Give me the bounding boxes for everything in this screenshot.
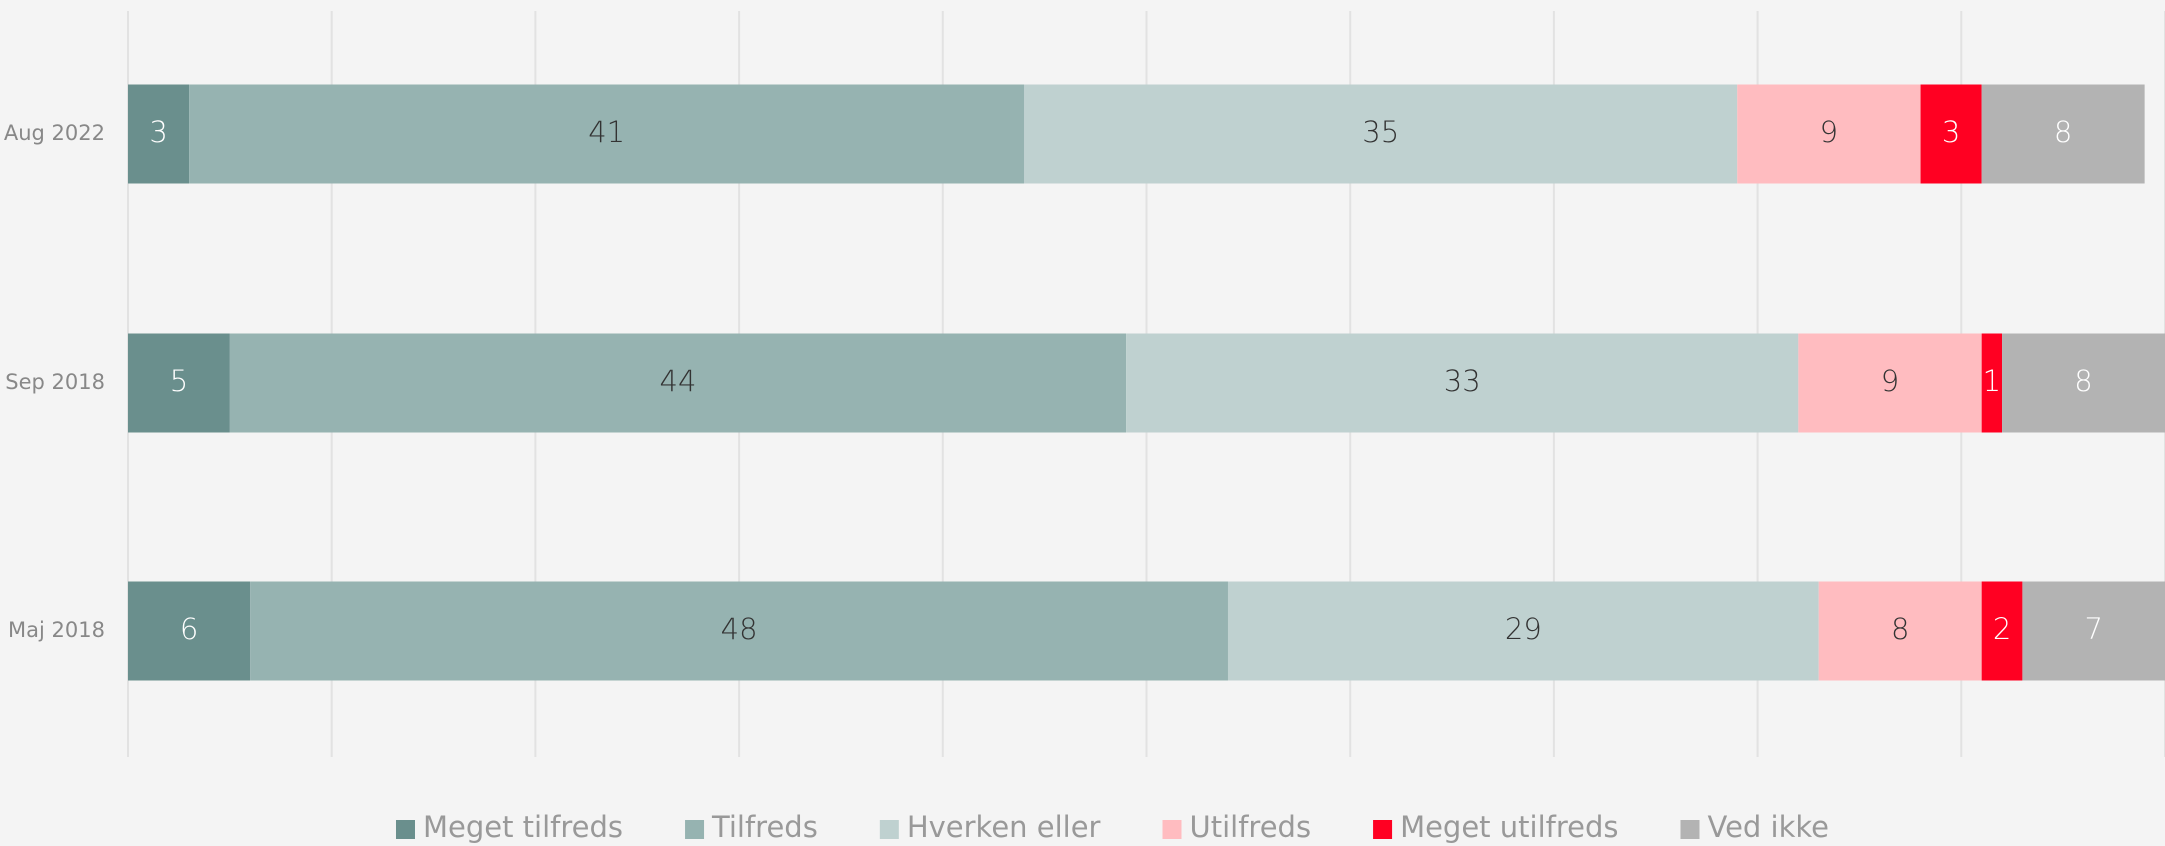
bar-segment <box>128 84 190 184</box>
bar-segment <box>229 333 1127 433</box>
bar-segment <box>1981 333 2003 433</box>
bar-segment <box>2002 333 2165 433</box>
data-label: 9 <box>1820 115 1838 149</box>
data-label: 44 <box>660 364 697 398</box>
data-label: 3 <box>149 115 167 149</box>
bar-segment <box>1024 84 1738 184</box>
legend-label: Meget utilfreds <box>1400 810 1618 844</box>
legend-swatch <box>1373 820 1393 839</box>
bar-segment <box>1981 581 2023 681</box>
legend-label: Tilfreds <box>711 810 818 844</box>
legend-label: Utilfreds <box>1189 810 1311 844</box>
data-label: 8 <box>2054 115 2072 149</box>
data-label: 35 <box>1362 115 1399 149</box>
bar-segment <box>1818 581 1982 681</box>
legend-label: Hverken eller <box>907 810 1101 844</box>
legend-label: Meget tilfreds <box>423 810 623 844</box>
bar-segment <box>189 84 1025 184</box>
legend-label: Ved ikke <box>1707 810 1829 844</box>
data-label: 8 <box>1891 612 1909 646</box>
bar-segment <box>1981 84 2145 184</box>
data-label: 5 <box>170 364 188 398</box>
data-label: 48 <box>721 612 758 646</box>
legend-swatch <box>685 820 705 839</box>
legend-swatch <box>1162 820 1182 839</box>
data-label: 33 <box>1444 364 1481 398</box>
data-label: 3 <box>1942 115 1960 149</box>
bar-segment <box>1798 333 1982 433</box>
bar-segment <box>250 581 1228 681</box>
y-tick-label: Sep 2018 <box>5 370 105 394</box>
data-label: 7 <box>2084 612 2102 646</box>
data-label: 8 <box>2074 364 2092 398</box>
data-label: 2 <box>1993 612 2011 646</box>
y-tick-label: Aug 2022 <box>4 121 105 145</box>
bar-segment <box>1920 84 1982 184</box>
y-tick-label: Maj 2018 <box>8 618 105 642</box>
bar-segment <box>2022 581 2165 681</box>
legend-swatch <box>1680 820 1700 839</box>
legend-swatch <box>395 820 415 839</box>
bar-segment <box>1227 581 1819 681</box>
bar-segment <box>1737 84 1921 184</box>
bar-segment <box>1126 333 1799 433</box>
data-label: 9 <box>1881 364 1899 398</box>
data-label: 29 <box>1505 612 1542 646</box>
data-label: 41 <box>588 115 625 149</box>
bar-segment <box>128 581 251 681</box>
data-label: 1 <box>1983 364 2001 398</box>
legend-swatch <box>879 820 899 839</box>
data-label: 6 <box>180 612 198 646</box>
bar-segment <box>128 333 230 433</box>
